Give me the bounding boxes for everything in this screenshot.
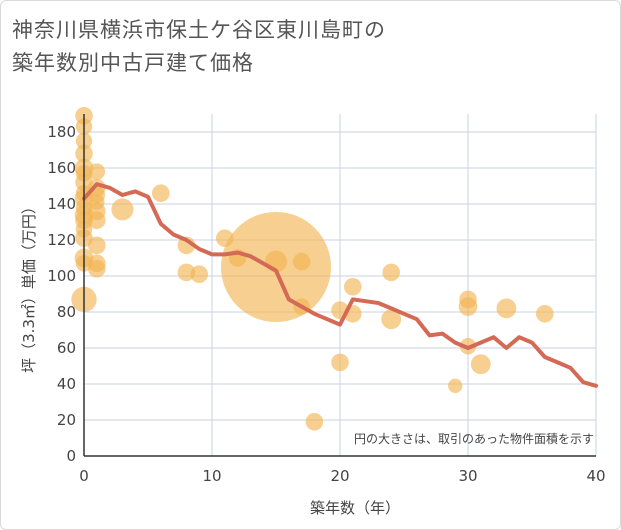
y-tick-label: 0 bbox=[66, 447, 76, 465]
average-line-layer bbox=[82, 182, 598, 388]
bubble-point bbox=[88, 211, 106, 229]
x-tick-label: 30 bbox=[458, 467, 477, 485]
y-axis-title: 坪（3.3㎡）単価（万円） bbox=[20, 199, 38, 373]
y-tick-label: 160 bbox=[47, 159, 76, 177]
bubble-point bbox=[111, 198, 134, 221]
bubble-point bbox=[331, 353, 349, 372]
y-tick-label: 100 bbox=[47, 267, 76, 285]
bubble-point bbox=[382, 263, 401, 282]
bubble-point bbox=[536, 305, 554, 323]
chart-title-line1: 神奈川県横浜市保土ケ谷区東川島町の bbox=[12, 18, 386, 42]
y-tick-label: 120 bbox=[47, 231, 76, 249]
y-tick-label: 40 bbox=[57, 375, 76, 393]
bubble-point bbox=[88, 260, 106, 278]
x-tick-label: 10 bbox=[202, 467, 221, 485]
chart-title: 神奈川県横浜市保土ケ谷区東川島町の 築年数別中古戸建て価格 bbox=[12, 14, 386, 80]
x-tick-label: 0 bbox=[79, 467, 89, 485]
tick-labels: 0 20 40 60 80 100 120 140 160 180 0 10 20 30 40 bbox=[47, 123, 605, 485]
bubble-point bbox=[496, 298, 517, 319]
bubble-point bbox=[190, 265, 208, 284]
bubble-layer bbox=[71, 107, 554, 431]
bubble-point bbox=[152, 184, 170, 202]
bubble-point bbox=[292, 252, 311, 271]
chart-title-line2: 築年数別中古戸建て価格 bbox=[12, 51, 254, 75]
bubble-point bbox=[88, 236, 106, 255]
bubble-point bbox=[88, 163, 106, 180]
x-tick-label: 40 bbox=[586, 467, 605, 485]
y-tick-label: 80 bbox=[57, 303, 76, 321]
bubble-point bbox=[305, 413, 324, 431]
bubble-point bbox=[470, 354, 491, 375]
bubble-point bbox=[448, 378, 463, 393]
y-tick-label: 60 bbox=[57, 339, 76, 357]
bubble-point bbox=[458, 297, 478, 316]
bubble-point bbox=[344, 278, 362, 296]
grid-lines bbox=[84, 114, 597, 456]
y-tick-label: 20 bbox=[57, 411, 76, 429]
bubble-point bbox=[381, 309, 402, 330]
y-tick-label: 180 bbox=[47, 123, 76, 141]
y-tick-label: 140 bbox=[47, 195, 76, 213]
average-price-line bbox=[82, 182, 598, 388]
x-axis-title: 築年数（年） bbox=[310, 499, 400, 517]
size-note: 円の大きさは、取引のあった物件面積を示す bbox=[354, 431, 594, 446]
x-tick-label: 20 bbox=[330, 467, 349, 485]
axes bbox=[83, 114, 596, 457]
